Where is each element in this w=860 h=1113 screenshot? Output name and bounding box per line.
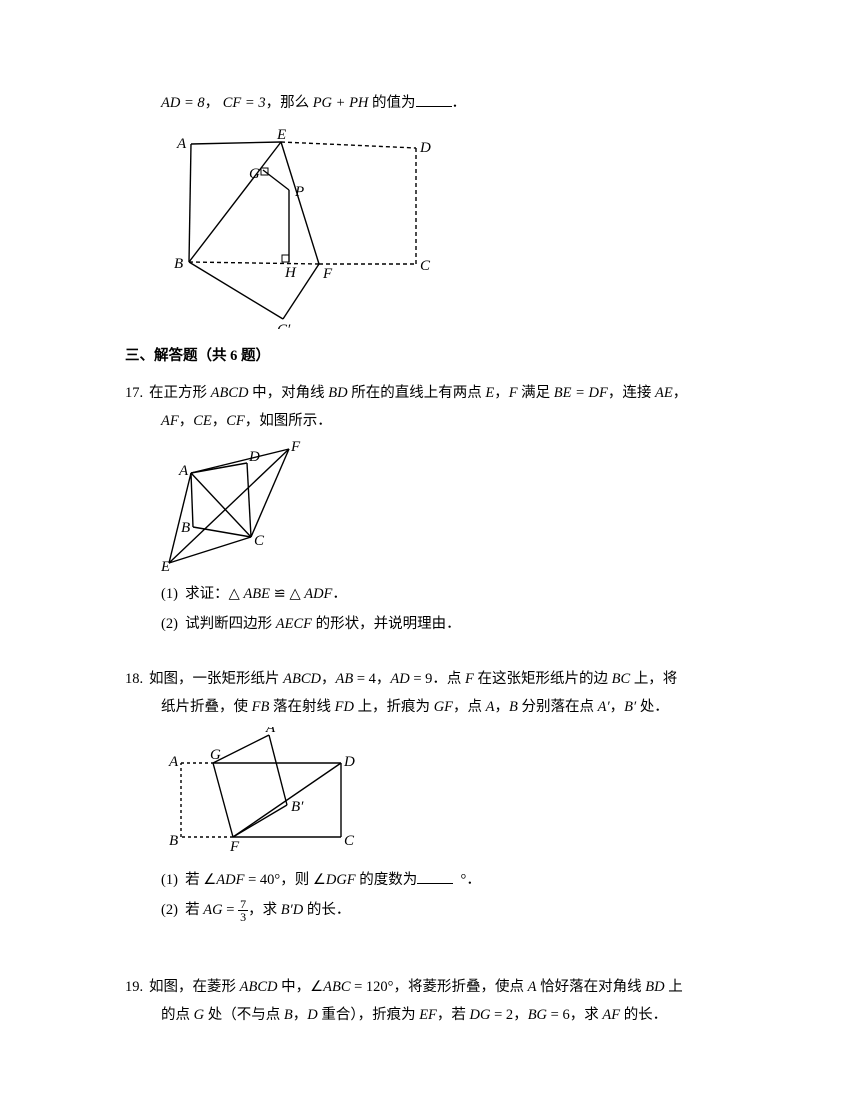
figure-18-svg: A G D B F C A′ B′	[161, 727, 361, 857]
svg-text:G: G	[210, 747, 221, 763]
svg-text:F: F	[290, 441, 301, 455]
svg-text:P: P	[294, 184, 304, 200]
eq-pgph: PG + PH	[313, 95, 369, 111]
svg-text:D: D	[248, 449, 260, 465]
figure-18: A G D B F C A′ B′	[161, 727, 750, 857]
prev-problem-tail: AD = 8， CF = 3，那么 PG + PH 的值为．	[125, 90, 750, 118]
svg-text:B: B	[174, 256, 183, 272]
question-17: 17.在正方形 ABCD 中，对角线 BD 所在的直线上有两点 E，F 满足 B…	[125, 380, 750, 638]
page: AD = 8， CF = 3，那么 PG + PH 的值为． A E D B F C C′ G…	[0, 0, 860, 1090]
svg-text:C: C	[254, 533, 265, 549]
svg-text:F: F	[229, 839, 240, 855]
q19-stem: 19.如图，在菱形 ABCD 中，∠ABC = 120°，将菱形折叠，使点 A …	[125, 974, 750, 1002]
q19-stem-2: 的点 G 处（不与点 B，D 重合），折痕为 EF，若 DG = 2，BG = …	[125, 1002, 750, 1030]
svg-text:B: B	[169, 833, 178, 849]
svg-text:A′: A′	[265, 727, 279, 736]
svg-text:E: E	[161, 559, 170, 571]
figure-16: A E D B F C C′ G P H	[161, 124, 750, 329]
svg-text:D: D	[419, 140, 431, 156]
svg-text:F: F	[322, 266, 333, 282]
figure-16-svg: A E D B F C C′ G P H	[161, 124, 436, 329]
q18-number: 18.	[125, 666, 149, 694]
q17-sub1: (1) 求证：△ ABE ≌ △ ADF．	[125, 581, 750, 609]
q18-sub2: (2) 若 AG = 73，求 B′D 的长．	[125, 897, 750, 925]
question-18: 18.如图，一张矩形纸片 ABCD，AB = 4，AD = 9．点 F 在这张矩…	[125, 666, 750, 924]
svg-text:D: D	[343, 754, 355, 770]
answer-blank-16	[416, 91, 452, 107]
q17-stem: 17.在正方形 ABCD 中，对角线 BD 所在的直线上有两点 E，F 满足 B…	[125, 380, 750, 408]
question-19: 19.如图，在菱形 ABCD 中，∠ABC = 120°，将菱形折叠，使点 A …	[125, 974, 750, 1029]
svg-text:C′: C′	[277, 322, 291, 329]
svg-text:G: G	[249, 166, 260, 182]
svg-text:B′: B′	[291, 799, 304, 815]
q18-stem-2: 纸片折叠，使 FB 落在射线 FD 上，折痕为 GF，点 A，B 分别落在点 A…	[125, 694, 750, 722]
q17-stem-2: AF，CE，CF，如图所示．	[125, 408, 750, 436]
answer-blank-18-1	[417, 868, 453, 884]
svg-text:B: B	[181, 520, 190, 536]
section-3-title: 三、解答题（共 6 题）	[125, 343, 750, 371]
eq-cf: CF = 3	[223, 95, 266, 111]
svg-text:H: H	[284, 265, 297, 281]
q19-number: 19.	[125, 974, 149, 1002]
svg-text:C: C	[344, 833, 355, 849]
figure-17-svg: A D B C E F	[161, 441, 301, 571]
q17-sub2: (2) 试判断四边形 AECF 的形状，并说明理由．	[125, 611, 750, 639]
svg-text:C: C	[420, 258, 431, 274]
q17-number: 17.	[125, 380, 149, 408]
q18-stem: 18.如图，一张矩形纸片 ABCD，AB = 4，AD = 9．点 F 在这张矩…	[125, 666, 750, 694]
eq-ad: AD = 8	[161, 95, 205, 111]
svg-text:E: E	[276, 127, 286, 143]
svg-text:A: A	[178, 463, 189, 479]
q18-sub1: (1) 若 ∠ADF = 40°，则 ∠DGF 的度数为 °．	[125, 867, 750, 895]
svg-text:A: A	[168, 754, 179, 770]
figure-17: A D B C E F	[161, 441, 750, 571]
svg-text:A: A	[176, 136, 187, 152]
